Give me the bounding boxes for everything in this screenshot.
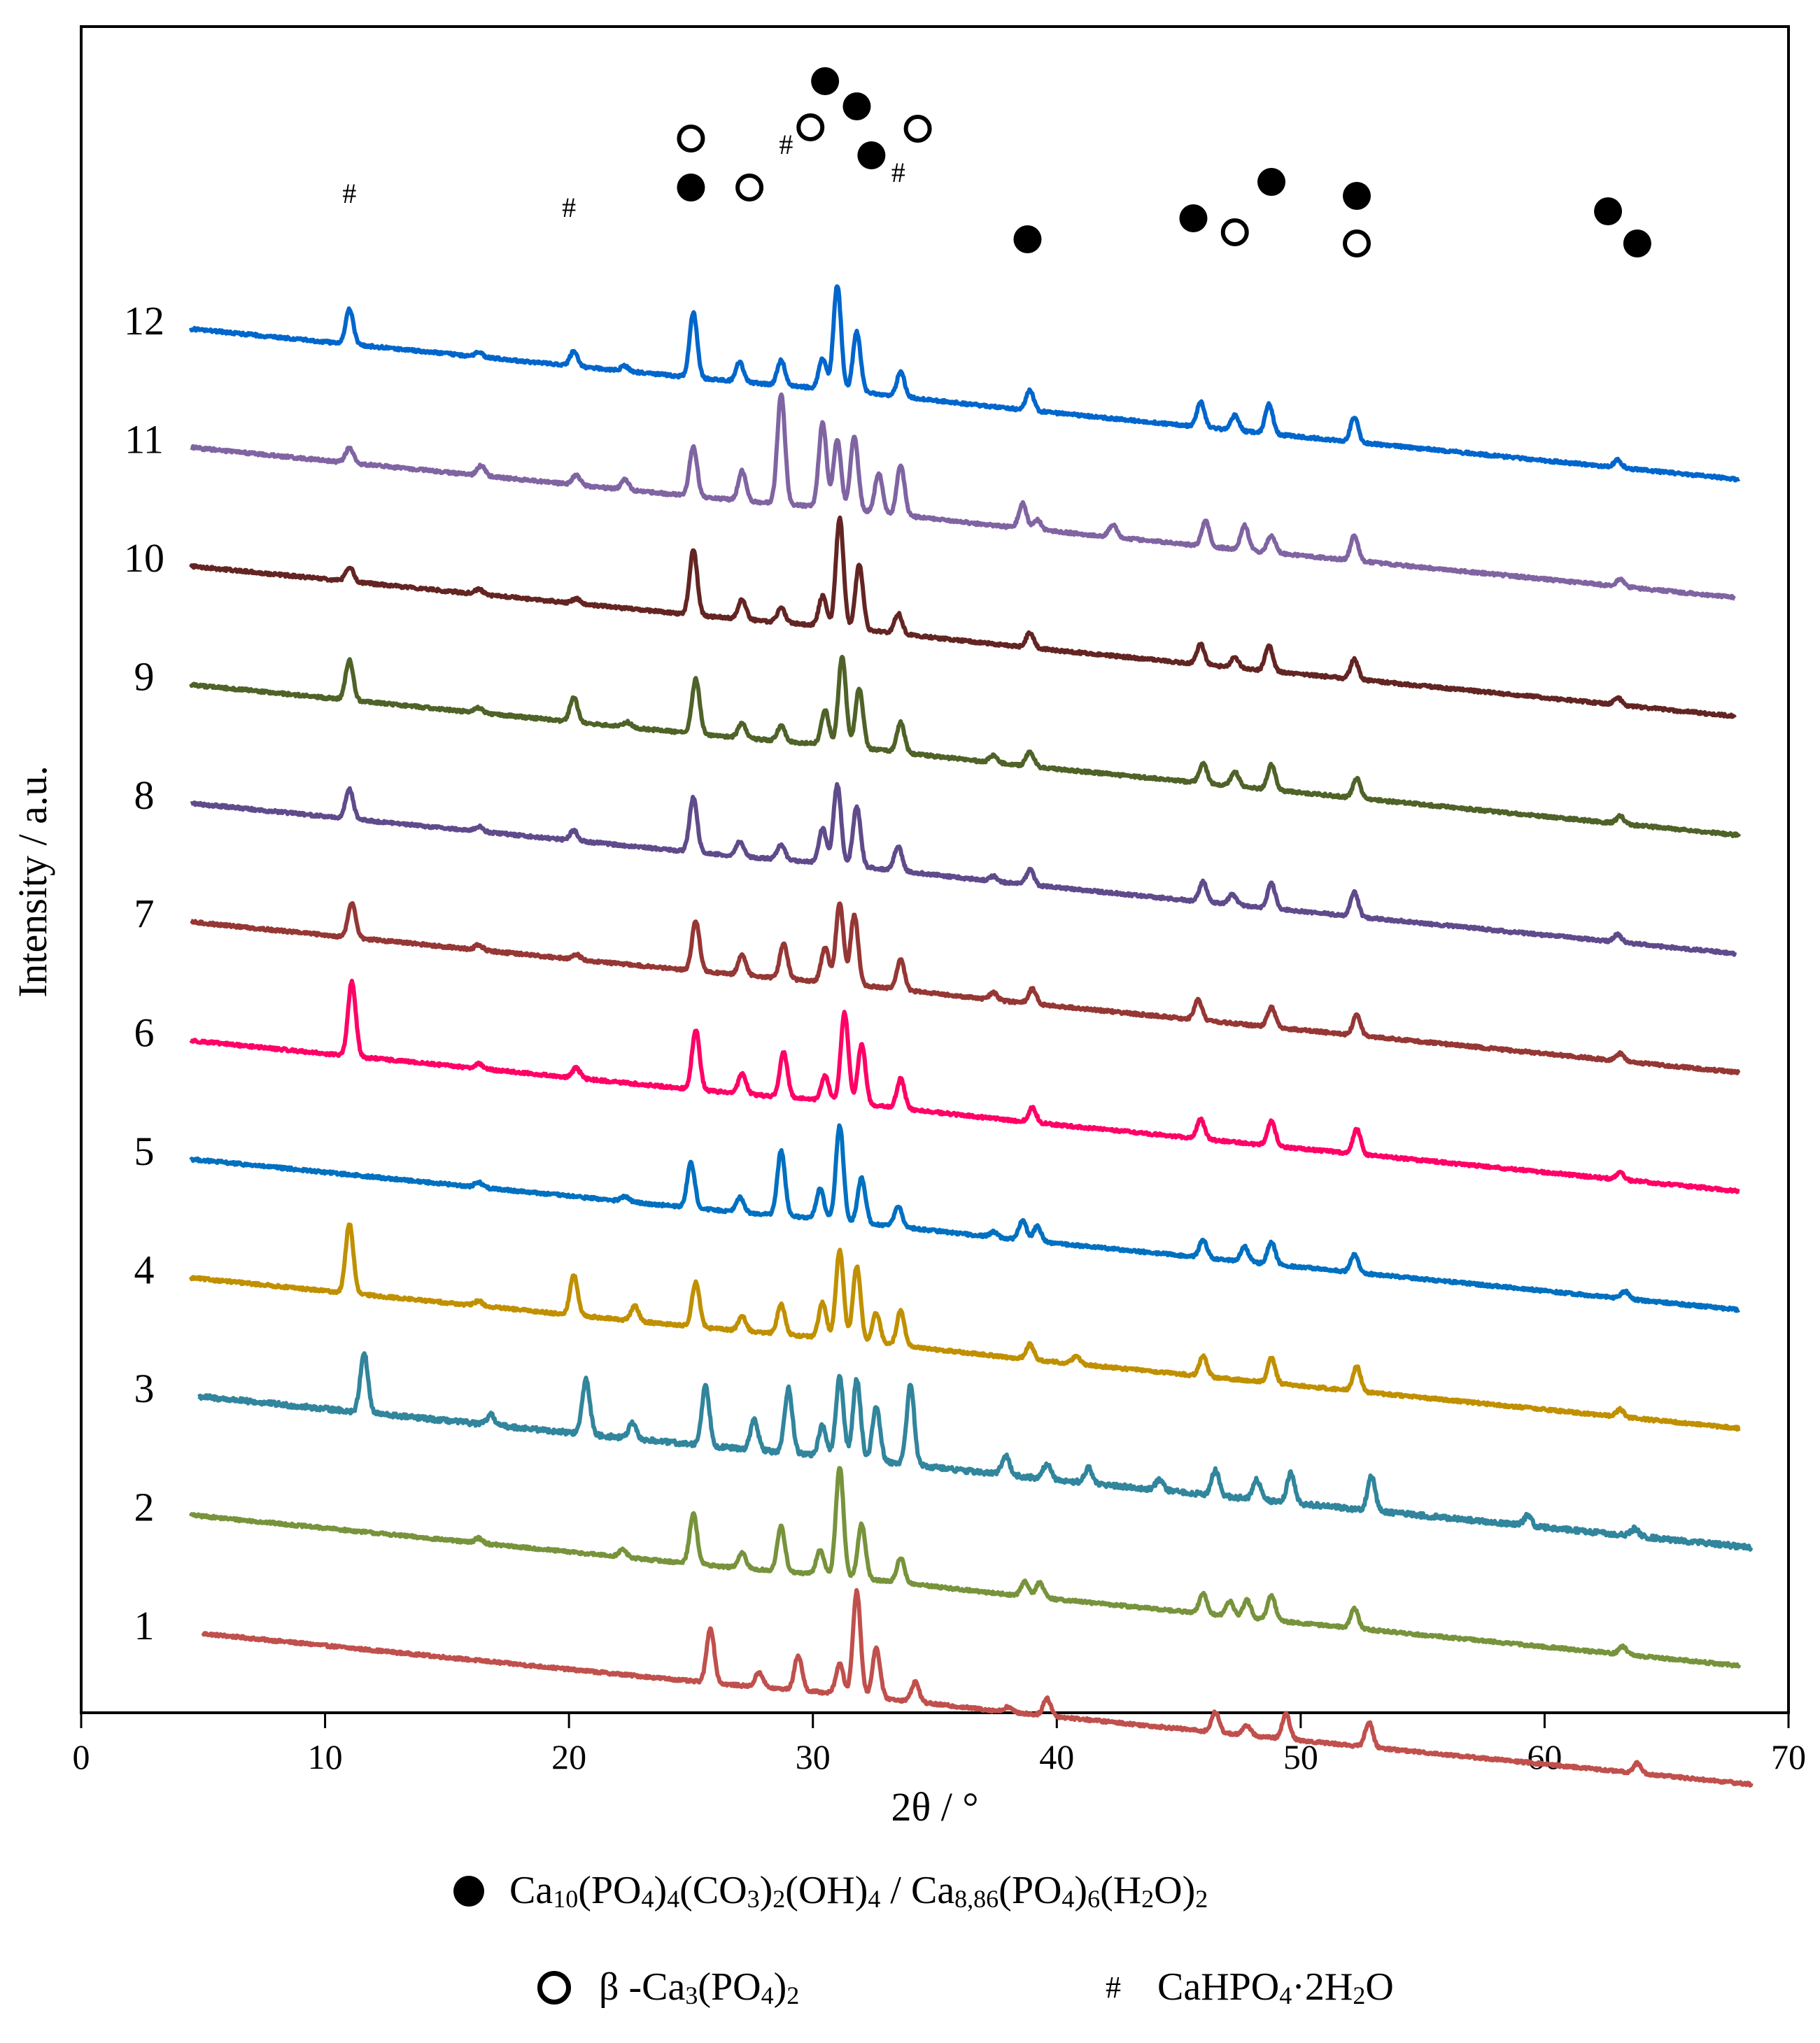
brushite-marker: # [779, 129, 793, 160]
series-label-8: 8 [134, 772, 155, 818]
series-line-12 [189, 284, 1741, 483]
series-line-6 [189, 978, 1741, 1194]
legend-tcp-label: β -Ca3(PO4)2 [599, 1965, 800, 2009]
brushite-marker: # [891, 157, 905, 188]
apatite-marker [857, 141, 886, 169]
x-tick-label: 10 [308, 1737, 343, 1776]
series-line-11 [189, 392, 1737, 601]
series-label-11: 11 [125, 417, 164, 462]
series-line-7 [189, 901, 1741, 1075]
series-line-10 [189, 515, 1737, 719]
series-label-2: 2 [134, 1484, 155, 1529]
x-axis-label: 2θ / ° [891, 1784, 978, 1830]
filled-circle-icon [453, 1875, 484, 1907]
legend-entry-tcp: β -Ca3(PO4)2 [537, 1965, 799, 2010]
apatite-marker [811, 67, 840, 95]
tcp-marker [903, 115, 932, 143]
x-tick-label: 30 [796, 1737, 831, 1776]
legend-apatite-label: Ca10(PO4)4(CO3)2(OH)4 / Ca8,86(PO4)6(H2O… [509, 1869, 1208, 1913]
brushite-marker: # [562, 192, 576, 223]
apatite-marker [1623, 229, 1651, 257]
tcp-marker [735, 174, 764, 202]
x-tick-label: 70 [1771, 1737, 1806, 1776]
apatite-marker [1013, 225, 1042, 253]
series-label-10: 10 [124, 535, 164, 581]
x-tick-label: 20 [551, 1737, 586, 1776]
series-line-1 [201, 1588, 1754, 1788]
series-label-12: 12 [124, 298, 164, 344]
series-line-8 [189, 782, 1737, 957]
tcp-marker [1343, 229, 1371, 257]
plot-frame [80, 25, 1790, 1714]
series-label-5: 5 [134, 1129, 155, 1174]
series-line-4 [189, 1222, 1741, 1432]
series-label-7: 7 [134, 891, 155, 937]
x-tick-label: 60 [1527, 1737, 1562, 1776]
brushite-marker: # [342, 178, 356, 209]
open-circle-icon [537, 1970, 571, 2005]
series-label-9: 9 [134, 654, 155, 700]
legend-entry-brushite: # CaHPO4·2H2O [1106, 1965, 1394, 2010]
tcp-marker [1220, 218, 1249, 246]
apatite-marker [842, 92, 871, 120]
y-axis-label: Intensity / a.u. [10, 765, 55, 998]
apatite-marker [1594, 197, 1623, 225]
series-line-9 [189, 654, 1742, 838]
phase-marker-layer: # # # # [342, 67, 1651, 257]
apatite-marker [677, 174, 705, 202]
series-line-2 [189, 1466, 1742, 1669]
x-axis-ticks: 0 10 20 30 40 50 60 70 [73, 1713, 1806, 1776]
series-label-4: 4 [134, 1247, 155, 1292]
hash-symbol: # [1106, 1970, 1121, 2005]
apatite-marker [1179, 204, 1208, 232]
series-label-6: 6 [134, 1010, 155, 1055]
legend-entry-apatite: Ca10(PO4)4(CO3)2(OH)4 / Ca8,86(PO4)6(H2O… [453, 1868, 1208, 1914]
series-line-3 [197, 1351, 1754, 1552]
series-label-3: 3 [134, 1366, 155, 1411]
series-label-1: 1 [134, 1603, 155, 1648]
tcp-marker [677, 125, 705, 153]
x-tick-label: 0 [73, 1737, 90, 1776]
series-line-5 [189, 1123, 1741, 1313]
apatite-marker [1257, 168, 1286, 196]
x-tick-label: 40 [1039, 1737, 1074, 1776]
apatite-marker [1343, 182, 1371, 210]
tcp-marker [796, 113, 825, 141]
legend-brushite-label: CaHPO4·2H2O [1157, 1965, 1394, 2009]
